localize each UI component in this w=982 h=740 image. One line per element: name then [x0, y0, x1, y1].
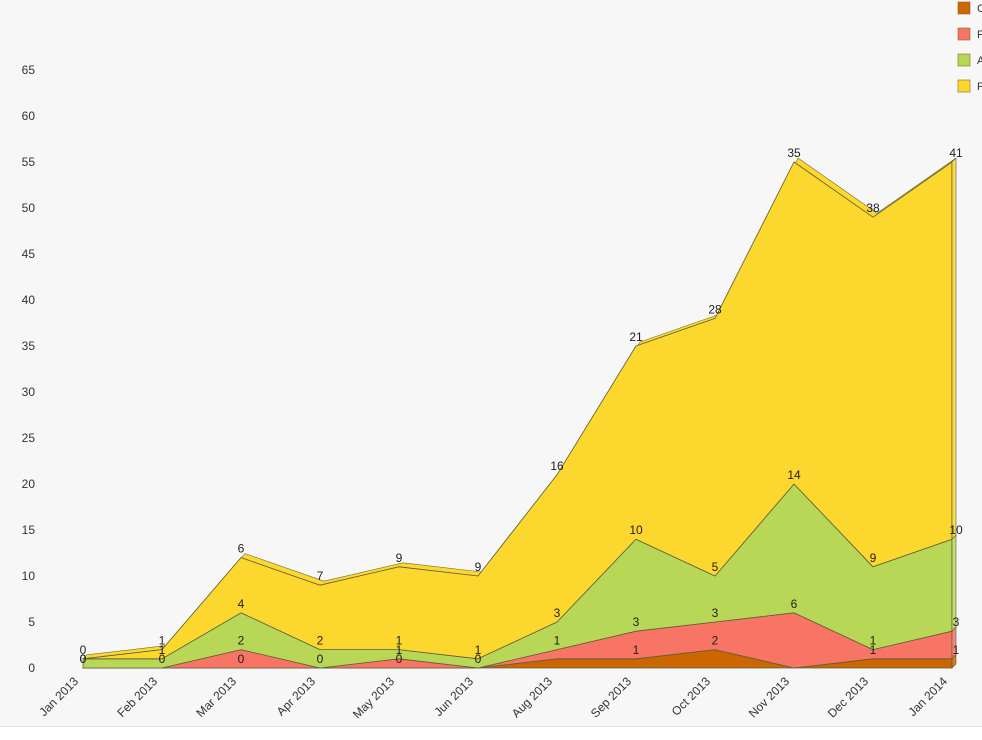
x-tick-label: Aug 2013: [509, 674, 555, 720]
data-label: 0: [475, 652, 482, 666]
y-tick-label: 20: [22, 477, 36, 491]
data-label: 2: [238, 634, 245, 648]
x-tick-label: Jun 2013: [431, 674, 476, 719]
legend-swatch[interactable]: [957, 1, 971, 15]
series-4-side-face: [951, 157, 957, 540]
y-tick-label: 25: [22, 431, 36, 445]
data-label: 4: [238, 597, 245, 611]
data-label: 14: [787, 468, 801, 482]
data-label: 0: [80, 643, 87, 657]
data-label: 9: [870, 551, 877, 565]
y-tick-label: 45: [22, 247, 36, 261]
x-tick-label: Feb 2013: [114, 674, 160, 720]
data-label: 1: [475, 643, 482, 657]
data-label: 1: [159, 634, 166, 648]
data-label: 0: [159, 652, 166, 666]
x-tick-label: Sep 2013: [588, 674, 634, 720]
data-label: 1: [953, 643, 960, 657]
x-tick-label: Apr 2013: [274, 674, 319, 719]
legend-label[interactable]: A: [977, 55, 982, 67]
y-axis: 0 5 10 15 20 25 30 35 40 45 50 55 60 65: [22, 63, 36, 675]
y-tick-label: 65: [22, 63, 36, 77]
data-label: 3: [712, 606, 719, 620]
x-tick-label: Jan 2014: [905, 674, 950, 719]
data-label: 0: [317, 652, 324, 666]
data-label: 1: [870, 643, 877, 657]
data-label: 1: [554, 634, 561, 648]
data-label: 3: [953, 615, 960, 629]
data-label: 9: [396, 551, 403, 565]
data-label: 0: [396, 652, 403, 666]
data-label: 1: [159, 643, 166, 657]
data-label: 38: [866, 201, 880, 215]
data-label: 5: [712, 560, 719, 574]
data-label: 35: [787, 146, 801, 160]
data-label: 0: [238, 652, 245, 666]
y-tick-label: 35: [22, 339, 36, 353]
data-label: 21: [629, 330, 643, 344]
data-label: 1: [396, 643, 403, 657]
data-label: 2: [712, 634, 719, 648]
data-label: 6: [791, 597, 798, 611]
data-label: 6: [238, 542, 245, 556]
data-label: 1: [870, 634, 877, 648]
data-label: 0: [80, 652, 87, 666]
area-bands: [82, 157, 957, 669]
y-tick-label: 55: [22, 155, 36, 169]
legend-label[interactable]: F: [977, 81, 982, 93]
legend: C F A F: [957, 1, 982, 93]
x-tick-label: Nov 2013: [746, 674, 792, 720]
y-tick-label: 5: [28, 615, 35, 629]
x-tick-label: May 2013: [350, 674, 397, 721]
y-tick-label: 0: [28, 661, 35, 675]
legend-swatch[interactable]: [957, 53, 971, 67]
data-label: 10: [629, 523, 643, 537]
data-label: 28: [708, 302, 722, 316]
legend-label[interactable]: F: [977, 29, 982, 41]
y-tick-label: 60: [22, 109, 36, 123]
data-label: 2: [317, 634, 324, 648]
y-tick-label: 30: [22, 385, 36, 399]
data-label: 9: [475, 560, 482, 574]
data-label: 0: [80, 652, 87, 666]
data-label: 16: [550, 459, 564, 473]
data-label: 10: [949, 523, 963, 537]
legend-swatch[interactable]: [957, 27, 971, 41]
data-label: 7: [317, 569, 324, 583]
data-label: 41: [949, 146, 963, 160]
legend-swatch[interactable]: [957, 79, 971, 93]
y-tick-label: 40: [22, 293, 36, 307]
y-tick-label: 10: [22, 569, 36, 583]
x-axis: Jan 2013 Feb 2013 Mar 2013 Apr 2013 May 2013…: [36, 674, 950, 721]
y-tick-label: 15: [22, 523, 36, 537]
x-tick-label: Dec 2013: [825, 674, 871, 720]
data-label: 3: [633, 615, 640, 629]
y-tick-label: 50: [22, 201, 36, 215]
data-label: 3: [554, 606, 561, 620]
data-label: 1: [633, 643, 640, 657]
x-tick-label: Mar 2013: [193, 674, 239, 720]
data-label: 1: [396, 634, 403, 648]
legend-label[interactable]: C: [977, 3, 982, 15]
x-tick-label: Oct 2013: [669, 674, 714, 719]
x-tick-label: Jan 2013: [36, 674, 81, 719]
